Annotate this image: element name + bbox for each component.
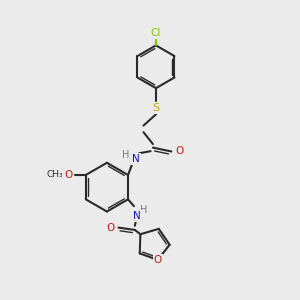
Text: O: O [106, 223, 114, 232]
Text: O: O [154, 255, 162, 265]
Text: H: H [140, 205, 148, 215]
Text: O: O [64, 170, 72, 180]
Text: H: H [122, 150, 130, 160]
Text: Cl: Cl [151, 28, 161, 38]
Text: N: N [133, 211, 141, 221]
Text: N: N [132, 154, 140, 164]
Text: S: S [152, 103, 160, 113]
Text: CH₃: CH₃ [46, 170, 63, 179]
Text: O: O [176, 146, 184, 157]
